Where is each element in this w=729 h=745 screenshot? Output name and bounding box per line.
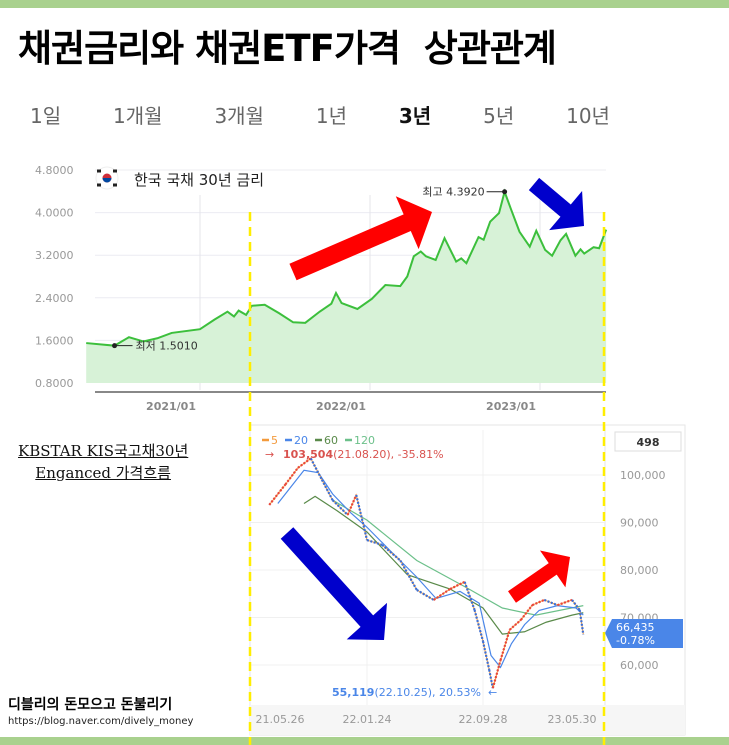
- bottom-accent-bar: [0, 737, 729, 745]
- rate-ytick: 0.8000: [35, 377, 74, 390]
- etf-xtick: 22.01.24: [343, 713, 392, 726]
- period-tabs: 1일 1개월 3개월 1년 3년 5년 10년: [30, 100, 610, 129]
- tab-5[interactable]: 5년: [483, 104, 515, 128]
- etf-price-segment: [449, 580, 466, 590]
- etf-legend-label: 120: [354, 434, 375, 447]
- etf-ytick: 100,000: [620, 469, 666, 482]
- etf-xtick: 21.05.26: [256, 713, 305, 726]
- flag-trigram: [97, 169, 101, 173]
- etf-price-segment: [520, 604, 534, 621]
- rate-area: [86, 191, 607, 383]
- etf-label-line2: Enganced 가격흐름: [35, 464, 171, 482]
- etf-price-segment: [463, 581, 476, 611]
- etf-legend-label: 20: [294, 434, 308, 447]
- etf-price-segment: [473, 609, 485, 642]
- etf-price-segment: [531, 598, 545, 607]
- etf-price-segment: [508, 619, 522, 631]
- etf-xtick: 22.09.28: [459, 713, 508, 726]
- etf-max-value: 103,504: [283, 448, 333, 461]
- etf-price-segment: [578, 609, 585, 635]
- tab-0[interactable]: 1일: [30, 104, 62, 128]
- etf-volume-box: [614, 431, 682, 452]
- rate-line: [86, 188, 608, 347]
- etf-ma60-line: [303, 495, 584, 635]
- red-up-arrow-icon: [289, 196, 432, 281]
- blue-down-arrow-icon: [280, 527, 388, 640]
- etf-max-rest: (21.08.20), -35.81%: [333, 448, 443, 461]
- arrow-left-icon: ←: [488, 686, 497, 699]
- tab-2[interactable]: 3개월: [214, 104, 264, 128]
- etf-price-segment: [320, 479, 334, 501]
- etf-price-segment: [268, 483, 287, 506]
- etf-price-segment: [499, 629, 511, 661]
- rate-ytick: 1.6000: [35, 334, 74, 347]
- blue-down-arrow-icon: [528, 177, 584, 231]
- red-up-arrow-icon: [508, 550, 570, 603]
- etf-label-line1: KBSTAR KIS국고채30년: [18, 442, 189, 460]
- tab-3[interactable]: 1년: [315, 104, 347, 128]
- etf-price-segment: [491, 659, 502, 689]
- rate-xtick: 2023/01: [486, 400, 536, 413]
- flag-trigram: [113, 169, 117, 173]
- rate-legend: 한국 국채 30년 금리: [134, 171, 264, 189]
- etf-price-segment: [488, 669, 494, 689]
- etf-current-price: 66,435: [616, 621, 655, 634]
- rate-xtick: 2021/01: [146, 400, 196, 413]
- etf-price-segment: [381, 543, 402, 562]
- etf-price-segment: [481, 641, 491, 670]
- etf-price-segment: [331, 499, 349, 516]
- flag-taeguk-blue: [102, 178, 112, 183]
- etf-current-change: -0.78%: [616, 634, 655, 647]
- etf-ma120-line: [332, 499, 584, 616]
- etf-price-segment: [346, 494, 358, 516]
- rate-min-label: 최저 1.5010: [136, 340, 198, 353]
- etf-ma20-line: [277, 469, 584, 669]
- etf-price-segment: [297, 457, 312, 469]
- tab-4[interactable]: 3년: [398, 104, 432, 128]
- etf-price-segment: [543, 598, 558, 607]
- etf-price-segment: [355, 494, 369, 541]
- footer-title: 디블리의 돈모으고 돈불리기: [8, 697, 173, 713]
- rate-ytick: 4.8000: [35, 164, 74, 177]
- etf-price-segment: [557, 598, 573, 607]
- rate-ytick: 4.0000: [35, 207, 74, 220]
- etf-ytick: 90,000: [620, 517, 659, 530]
- rate-max-label: 최고 4.3920: [422, 186, 484, 199]
- etf-max-note: 103,504(21.08.20), -35.81%: [283, 448, 444, 461]
- page-title: 채권금리와 채권ETF가격 상관관계: [18, 27, 557, 70]
- korea-flag-icon: [95, 166, 119, 190]
- etf-xaxis-band: [250, 705, 685, 735]
- flag-trigram: [97, 183, 101, 187]
- rate-xtick: 2022/01: [316, 400, 366, 413]
- tab-1[interactable]: 1개월: [113, 104, 163, 128]
- flag-trigram: [113, 183, 117, 187]
- etf-min-value: 55,119: [332, 686, 374, 699]
- etf-price-segment: [399, 559, 418, 591]
- etf-current-price-tag: [605, 619, 683, 648]
- arrow-right-icon: →: [265, 448, 274, 461]
- etf-ytick: 80,000: [620, 564, 659, 577]
- etf-min-note: 55,119(22.10.25), 20.53%: [332, 686, 481, 699]
- etf-xtick: 23.05.30: [548, 713, 597, 726]
- top-accent-bar: [0, 0, 729, 8]
- etf-label: KBSTAR KIS국고채30년 Enganced 가격흐름: [18, 440, 188, 484]
- etf-legend-label: 5: [271, 434, 278, 447]
- tab-6[interactable]: 10년: [566, 104, 610, 128]
- etf-min-rest: (22.10.25), 20.53%: [374, 686, 481, 699]
- rate-ytick: 3.2000: [35, 249, 74, 262]
- etf-legend-label: 60: [324, 434, 338, 447]
- etf-ytick: 60,000: [620, 659, 659, 672]
- etf-price-segment: [309, 457, 323, 481]
- etf-volume-value: 498: [637, 436, 660, 449]
- footer-url[interactable]: https://blog.naver.com/dively_money: [8, 716, 194, 727]
- etf-price-segment: [366, 539, 383, 546]
- rate-ytick: 2.4000: [35, 292, 74, 305]
